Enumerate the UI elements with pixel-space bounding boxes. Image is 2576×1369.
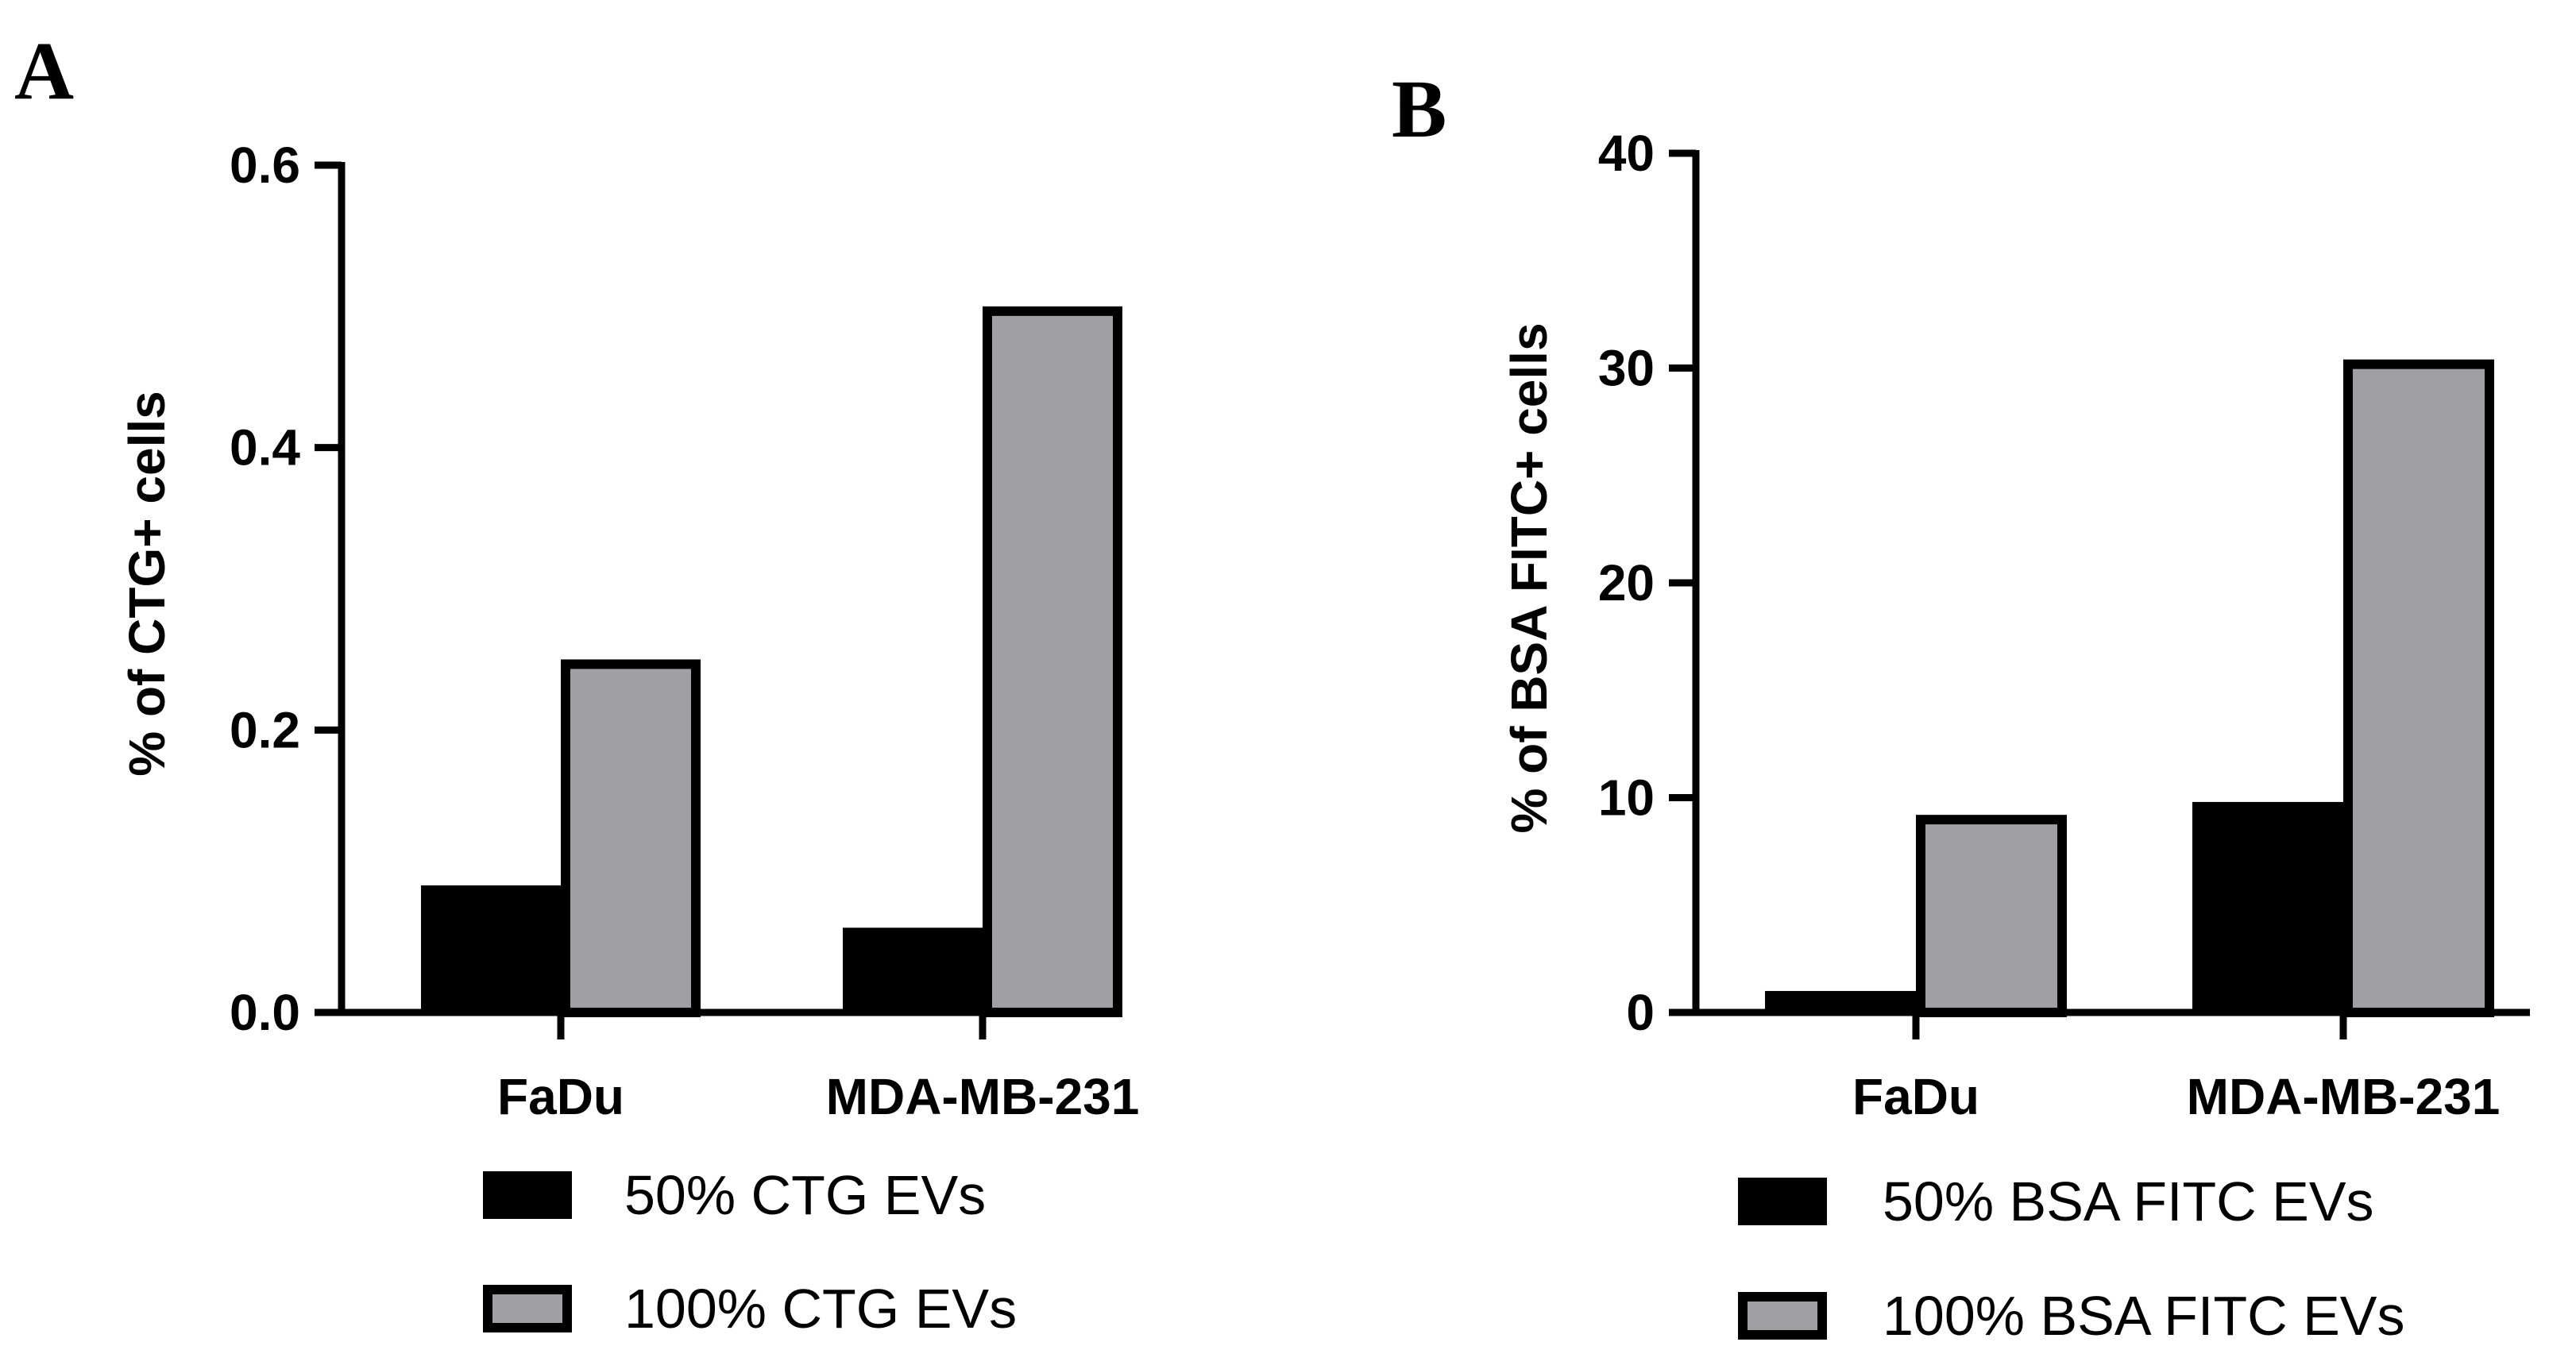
y-axis-label-b: % of BSA FITC+ cells	[1500, 322, 1558, 833]
bar-a-s2	[561, 659, 701, 1018]
axes-b: 0 10 20 30 40 FaDu MDA-MB-231	[1598, 125, 2530, 1125]
legend-label-a-s2: 100% CTG EVs	[624, 1278, 1017, 1340]
axes-a: 0.0 0.2 0.4 0.6 FaDu MDA-MB-231	[230, 137, 1139, 1125]
x-tick-label-a: FaDu	[497, 1068, 624, 1125]
y-axis-label-a: % of CTG+ cells	[118, 391, 176, 776]
panel-b: B % of BSA FITC+ cells 0 10 20 30 40 FaDu MDA-…	[1392, 64, 2530, 1347]
y-tick-label-b: 40	[1598, 125, 1655, 182]
legend-label-b-s2: 100% BSA FITC EVs	[1883, 1285, 2404, 1347]
bars-b	[1765, 359, 2494, 1018]
panel-label-a: A	[14, 25, 74, 117]
y-tick-label-a: 0.4	[230, 419, 300, 476]
y-tick-label-a: 0.2	[230, 701, 300, 758]
x-tick-label-b: MDA-MB-231	[2187, 1068, 2501, 1125]
bar-a-s1	[421, 885, 561, 1012]
bar-b-s2	[2343, 359, 2494, 1017]
y-tick-label-a: 0.0	[230, 984, 300, 1041]
legend-label-a-s1: 50% CTG EVs	[624, 1164, 986, 1226]
legend-swatch-a-s1	[483, 1171, 572, 1219]
legend-b: 50% BSA FITC EVs 100% BSA FITC EVs	[1738, 1170, 2404, 1347]
legend-swatch-a-s2	[483, 1285, 572, 1332]
legend-swatch-b-s2	[1738, 1292, 1827, 1340]
panel-label-b: B	[1392, 64, 1446, 155]
bar-a-s1	[843, 927, 983, 1012]
panel-a: A % of CTG+ cells 0.0 0.2 0.4 0.6 FaDu MDA-MB…	[14, 25, 1139, 1340]
legend-a: 50% CTG EVs 100% CTG EVs	[483, 1164, 1017, 1340]
y-tick-label-b: 20	[1598, 554, 1655, 611]
y-tick-label-b: 30	[1598, 340, 1655, 397]
y-tick-label-a: 0.6	[230, 137, 300, 194]
x-tick-label-a: MDA-MB-231	[826, 1068, 1140, 1125]
legend-swatch-b-s1	[1738, 1178, 1827, 1225]
bars-a	[421, 306, 1122, 1018]
x-tick-label-b: FaDu	[1852, 1068, 1979, 1125]
bar-b-s1	[1765, 990, 1916, 1012]
y-tick-label-b: 10	[1598, 769, 1655, 827]
y-tick-label-b: 0	[1626, 984, 1655, 1041]
bar-a-s2	[983, 306, 1122, 1018]
bar-b-s1	[2192, 801, 2343, 1012]
legend-label-b-s1: 50% BSA FITC EVs	[1883, 1170, 2374, 1232]
bar-b-s2	[1916, 815, 2067, 1018]
